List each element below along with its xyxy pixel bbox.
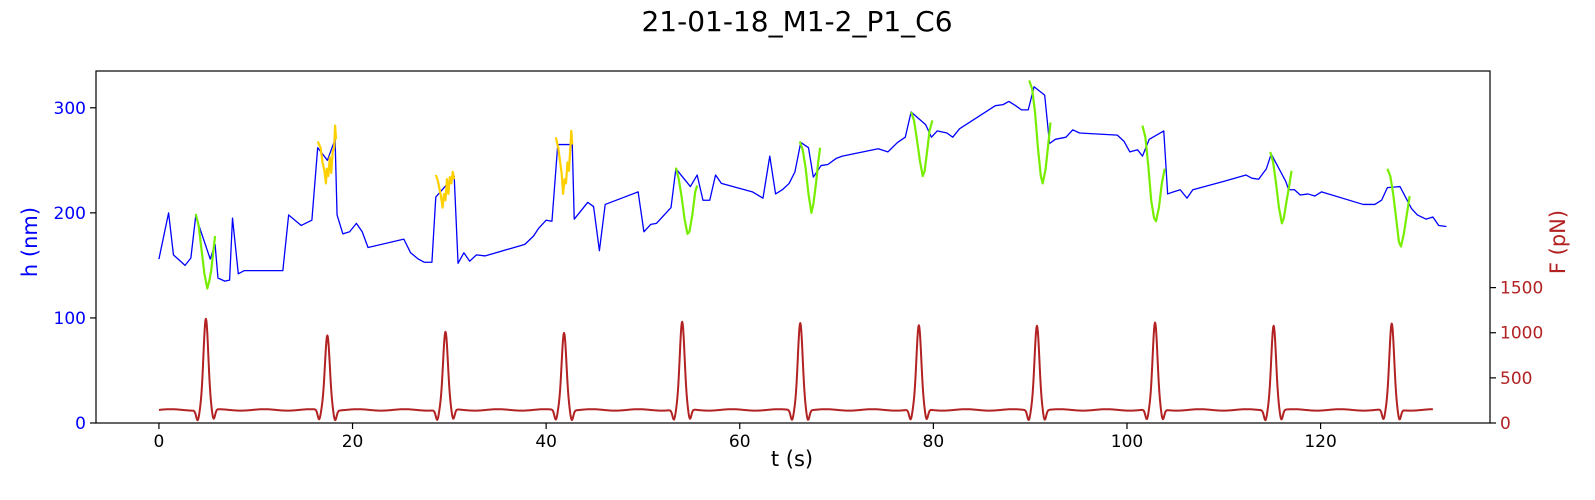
series-force-line — [158, 317, 1434, 422]
series-height-cycle-1-2 — [554, 129, 574, 196]
y-right-tick-label: 500 — [1500, 369, 1532, 389]
y-right-tick-label: 0 — [1500, 414, 1511, 434]
y-axis-right-label: F (pN) — [1546, 210, 1570, 274]
y-axis-left-label: h (nm) — [18, 207, 42, 277]
x-tick-label: 60 — [729, 432, 751, 452]
series-height-cycle-2-6 — [1269, 151, 1293, 225]
series-height-cycle-2-4 — [1028, 80, 1052, 185]
x-tick-label: 20 — [342, 432, 364, 452]
series-height-cycle-1-1 — [434, 170, 456, 209]
y-left-tick-label: 200 — [54, 204, 86, 224]
y-left-tick-label: 0 — [75, 414, 86, 434]
y-left-tick-label: 300 — [54, 99, 86, 119]
x-tick-label: 0 — [154, 432, 165, 452]
x-tick-label: 80 — [923, 432, 945, 452]
series-height-cycle-2-0 — [194, 213, 217, 290]
axes: 0 20 40 60 80 100 120 0 100 200 300 0 500 1000 1500 — [54, 70, 1543, 452]
x-tick-label: 100 — [1111, 432, 1143, 452]
series-height-line — [158, 86, 1447, 282]
plot-frame — [95, 70, 1491, 424]
series-height-cycle-2-3 — [910, 111, 934, 178]
y-right-tick-label: 1500 — [1500, 279, 1543, 299]
series-height-cycle-1-0 — [316, 124, 338, 185]
x-tick-label: 120 — [1304, 432, 1336, 452]
series-height-cycle-2-2 — [798, 141, 822, 214]
y-right-tick-label: 1000 — [1500, 324, 1543, 344]
chart-title: 21-01-18_M1-2_P1_C6 — [641, 5, 952, 38]
series-height-cycle-2-1 — [674, 167, 699, 235]
y-left-tick-label: 100 — [54, 309, 86, 329]
series-height-cycle-2-7 — [1386, 168, 1411, 248]
x-axis-label: t (s) — [771, 447, 813, 471]
x-tick-label: 40 — [535, 432, 557, 452]
plot-area — [158, 80, 1447, 422]
series-height-cycle-2-5 — [1141, 125, 1166, 223]
